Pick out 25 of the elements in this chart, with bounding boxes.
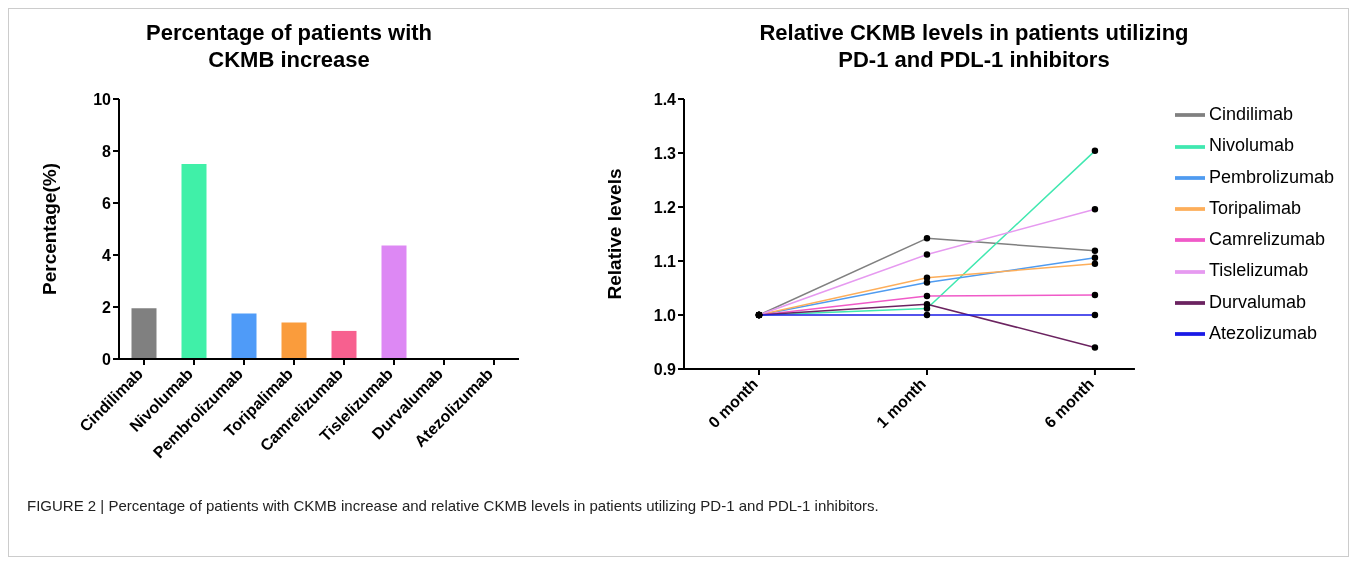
legend-label: Camrelizumab [1208, 229, 1325, 249]
legend-label: Durvalumab [1208, 291, 1306, 312]
y-tick-label: 0 [102, 350, 112, 368]
y-tick-label: 1.1 [653, 252, 677, 270]
legend-label: Cindilimab [1208, 104, 1293, 124]
y-tick-label: 1.4 [653, 90, 677, 108]
chart-title: Percentage of patients with CKMB increase [144, 19, 434, 74]
y-tick-label: 4 [102, 246, 112, 264]
caption: FIGURE 2 | Percentage of patients with CKMB increase and relative CKMB levels in patients utilizing PD-1 and PDL-1 inhibitors. [27, 497, 880, 514]
legend-label: Toripalimab [1208, 197, 1301, 218]
legend-label: Tislelizumab [1208, 260, 1309, 281]
y-tick-label: 1.0 [653, 306, 677, 324]
y-tick-label: 2 [102, 298, 112, 316]
y-axis-title: Relative levels [603, 168, 625, 300]
y-tick-label: 10 [93, 90, 112, 108]
chart-title: Relative CKMB levels in patients utilizing PD-1 and PDL-1 inhibitors [758, 19, 1190, 74]
y-tick-label: 6 [102, 194, 112, 212]
legend-label: Atezolizumab [1208, 322, 1317, 343]
y-tick-label: 0.9 [653, 360, 677, 378]
legend-label: Nivolumab [1208, 135, 1294, 156]
y-tick-label: 1.2 [653, 198, 677, 216]
y-axis-title: Percentage(%) [38, 163, 60, 295]
y-tick-label: 8 [102, 142, 112, 160]
y-tick-label: 1.3 [653, 144, 677, 162]
legend-label: Pembrolizumab [1208, 166, 1334, 187]
